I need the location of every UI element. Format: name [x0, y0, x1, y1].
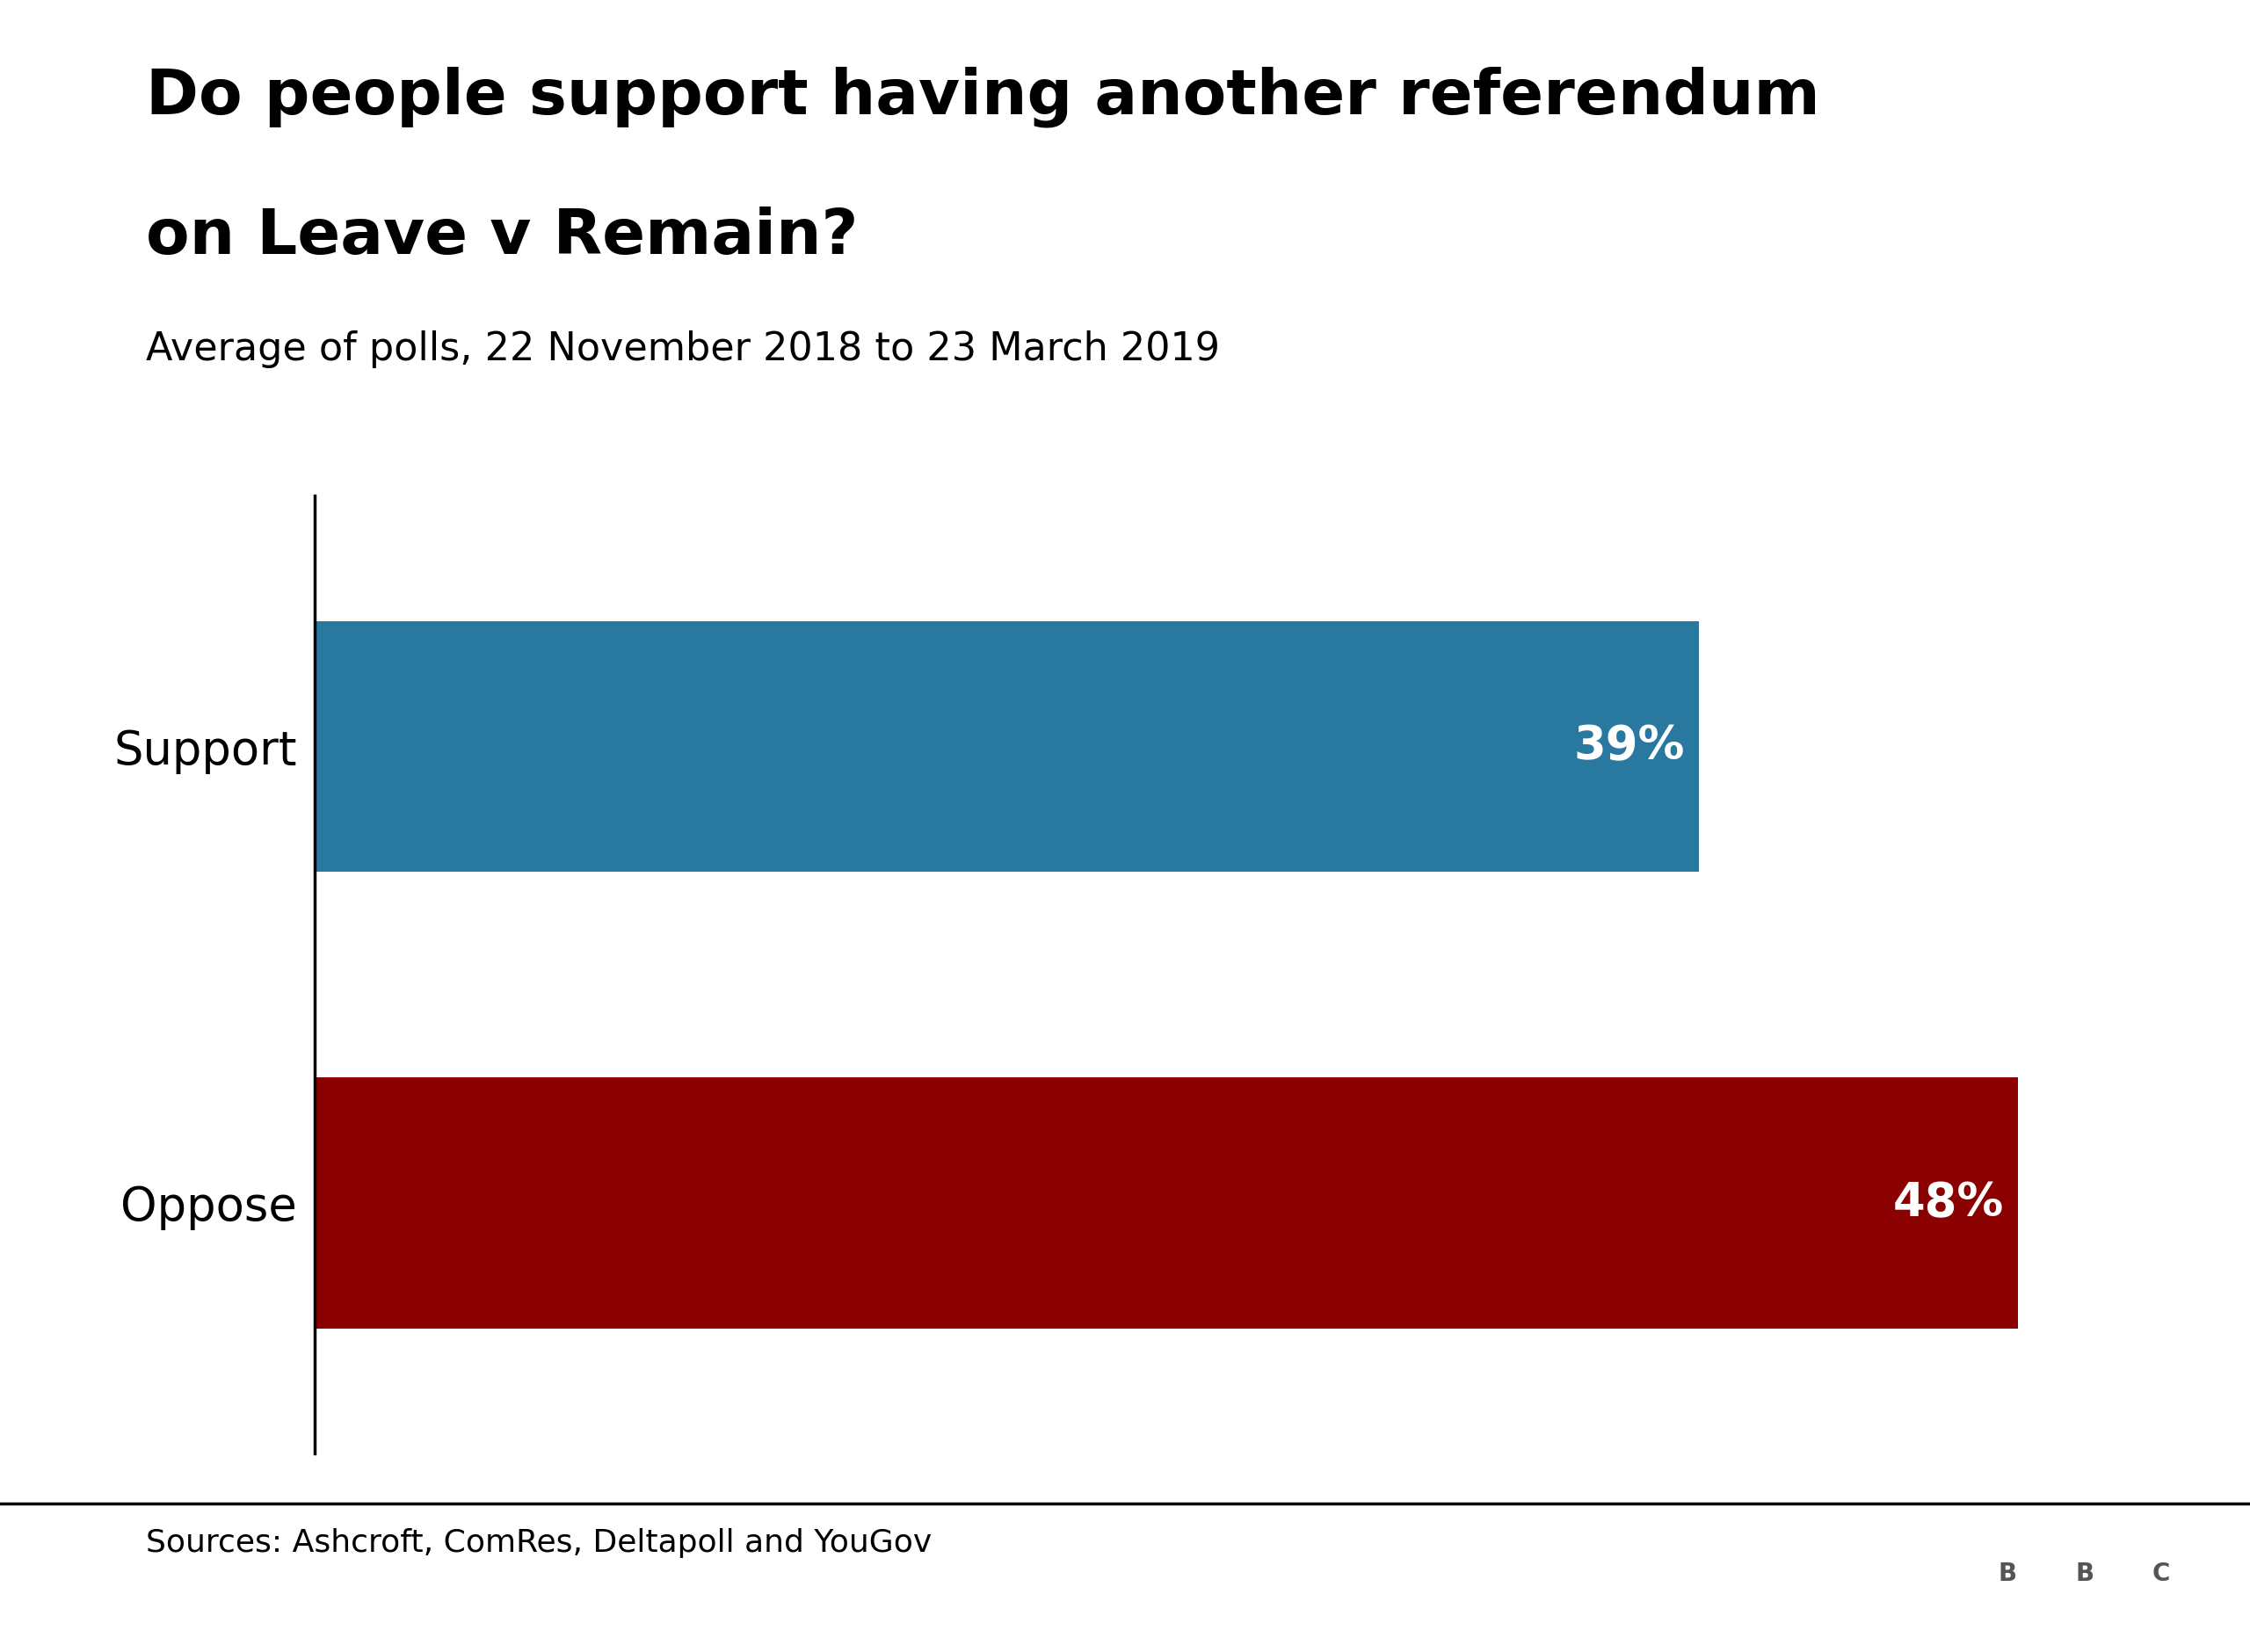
- Text: on Leave v Remain?: on Leave v Remain?: [146, 206, 860, 268]
- Bar: [315, 621, 1699, 872]
- FancyBboxPatch shape: [2131, 1530, 2191, 1619]
- Bar: [315, 1077, 2018, 1328]
- FancyBboxPatch shape: [2054, 1530, 2115, 1619]
- Text: Average of polls, 22 November 2018 to 23 March 2019: Average of polls, 22 November 2018 to 23…: [146, 330, 1220, 368]
- Text: Do people support having another referendum: Do people support having another referen…: [146, 66, 1820, 127]
- Text: Sources: Ashcroft, ComRes, Deltapoll and YouGov: Sources: Ashcroft, ComRes, Deltapoll and…: [146, 1528, 931, 1558]
- FancyBboxPatch shape: [1978, 1530, 2036, 1619]
- Text: B: B: [1998, 1561, 2016, 1586]
- Text: C: C: [2153, 1561, 2171, 1586]
- Text: B: B: [2074, 1561, 2095, 1586]
- Text: 39%: 39%: [1573, 724, 1685, 770]
- Text: 48%: 48%: [1892, 1180, 2005, 1226]
